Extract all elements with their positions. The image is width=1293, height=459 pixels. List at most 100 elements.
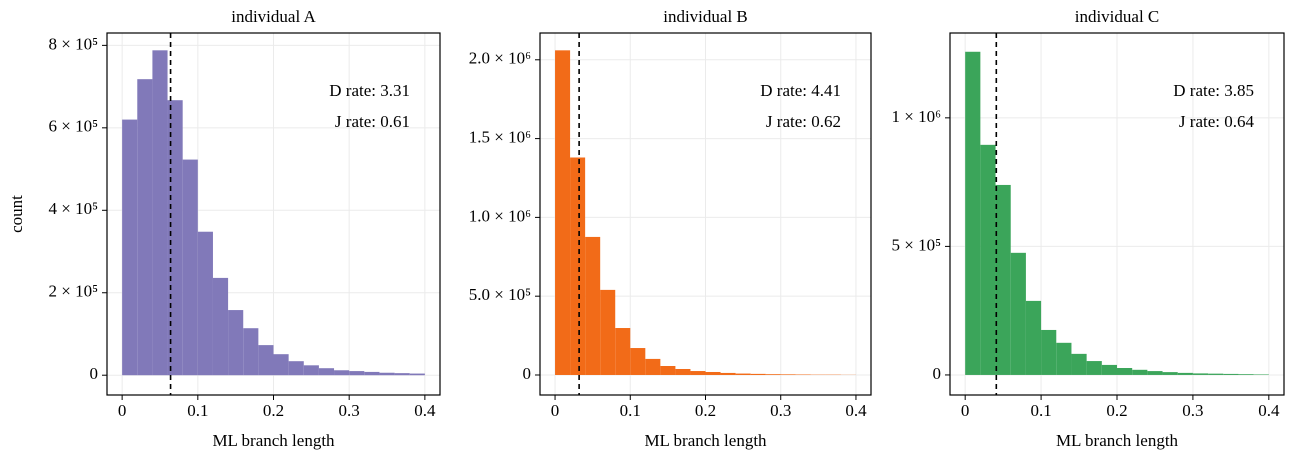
y-tick-label: 4 × 10⁵ [48,199,98,218]
bar [122,119,138,376]
annotation: D rate: 3.31 [329,81,410,100]
bar [765,374,781,375]
bar [660,366,676,375]
x-tick-label: 0 [551,401,560,420]
annotation: D rate: 4.41 [760,81,841,100]
plot-frame [949,32,1285,396]
bar [1132,369,1148,375]
x-tick-label: 0 [118,401,127,420]
bar [409,373,425,376]
bar [690,371,706,375]
plot-frame [539,32,872,396]
bar [137,79,153,376]
bar [303,365,319,376]
y-tick-label: 0 [90,364,99,383]
bar [1025,300,1042,375]
bar [212,277,229,376]
y-tick-label: 0 [523,364,532,383]
panel-title: individual B [663,7,748,26]
plot-frame [106,32,441,396]
bar [1223,373,1239,375]
bar [645,358,661,375]
bar [1041,329,1057,375]
bar [570,157,586,375]
bar [1086,361,1102,375]
bar [555,50,571,375]
bar [750,373,766,375]
x-axis-label: ML branch length [644,431,767,450]
bar [1056,342,1072,375]
bar [735,373,751,375]
bar [585,236,601,375]
x-tick-label: 0.1 [187,401,208,420]
x-tick-label: 0.2 [695,401,716,420]
bar [600,289,616,375]
panel-title: individual A [231,7,316,26]
x-axis-label: ML branch length [212,431,335,450]
x-tick-label: 0.2 [263,401,284,420]
bar [780,374,796,375]
y-tick-label: 0 [933,364,942,383]
bar [1208,373,1224,375]
bar [720,372,736,375]
bar [273,354,289,376]
bar [675,368,691,375]
panel-title: individual C [1075,7,1160,26]
annotation: D rate: 3.85 [1173,81,1254,100]
x-tick-label: 0.4 [414,401,436,420]
bar [1238,374,1254,375]
bar [615,328,631,375]
bar [995,184,1011,375]
bar [1192,373,1209,375]
bar [182,159,198,376]
y-tick-label: 2 × 10⁵ [48,282,98,301]
bar [705,371,721,375]
bar [1101,364,1117,375]
bar [965,51,981,375]
x-tick-label: 0.1 [620,401,641,420]
x-tick-label: 0.4 [845,401,867,420]
x-tick-label: 0.1 [1030,401,1051,420]
bar [349,371,365,376]
y-tick-label: 1.0 × 10⁶ [469,206,531,225]
y-tick-label: 8 × 10⁵ [48,34,98,53]
bar [258,345,274,376]
y-tick-label: 1.5 × 10⁶ [469,127,531,146]
bar [1253,374,1269,375]
x-tick-label: 0 [961,401,970,420]
annotation: J rate: 0.64 [1179,112,1255,131]
bar [980,144,996,375]
bar [1162,372,1178,375]
annotation: J rate: 0.61 [335,112,410,131]
bar [288,361,304,376]
annotation: J rate: 0.62 [766,112,841,131]
y-tick-label: 2.0 × 10⁶ [469,49,531,68]
x-tick-label: 0.3 [1182,401,1203,420]
bar [1177,372,1193,375]
x-tick-label: 0.4 [1258,401,1280,420]
bar [1117,368,1133,375]
y-tick-label: 5.0 × 10⁵ [469,285,531,304]
bar [1010,252,1026,375]
x-tick-label: 0.2 [1106,401,1127,420]
bar [243,328,259,376]
bar [364,371,380,376]
bar [228,310,244,376]
bar [152,50,168,376]
bar [379,372,395,376]
y-axis-label: count [7,195,26,233]
y-tick-label: 5 × 10⁵ [891,235,941,254]
bar [197,231,213,376]
bar [1071,353,1087,375]
bar [630,348,646,375]
bar [334,370,350,376]
bar [318,368,335,376]
x-axis-label: ML branch length [1056,431,1179,450]
bar [394,373,410,376]
x-tick-label: 0.3 [770,401,791,420]
x-tick-label: 0.3 [339,401,360,420]
y-tick-label: 1 × 10⁶ [891,107,941,126]
bar [1147,371,1163,375]
